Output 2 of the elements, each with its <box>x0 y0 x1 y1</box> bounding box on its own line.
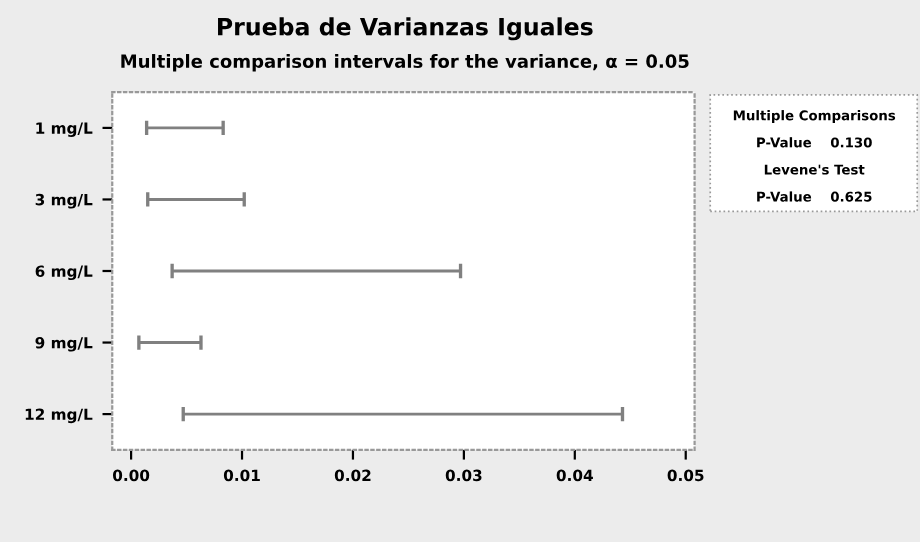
chart-title: Prueba de Varianzas Iguales <box>218 17 593 41</box>
chart-subtitle: Multiple comparison intervals for the variance, α = 0.05 <box>121 54 689 72</box>
